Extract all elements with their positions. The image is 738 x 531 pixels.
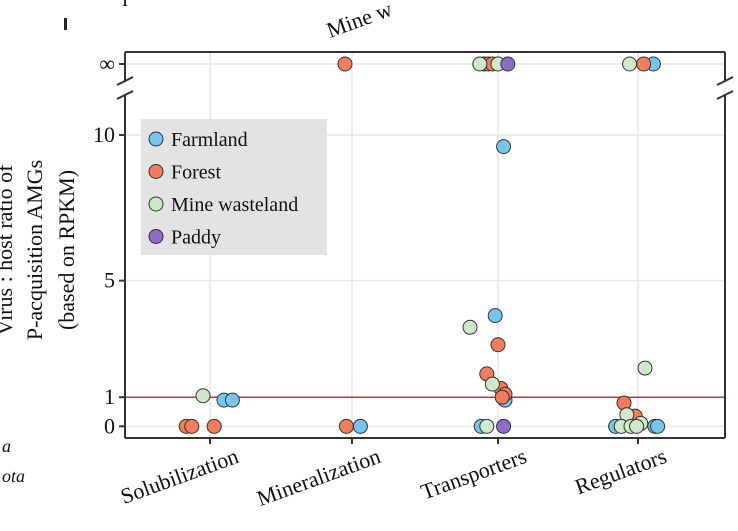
title-fragment-left: l [122,0,128,11]
x-tick-label-solubilization: Solubilization [117,443,242,509]
legend-key-farmland [148,131,164,147]
left-fragment-bottom: ota [2,466,25,486]
plot-frame [116,51,734,439]
axis-break-mark [716,90,734,100]
legend-background [141,119,327,255]
point-farmland [224,392,240,408]
point-forest [494,389,510,405]
clipped-mark [64,18,67,30]
point-farmland [496,139,512,155]
point-farmland [352,418,368,434]
y-axis-title-line-3: (based on RPKM) [54,170,79,330]
y-tick-label: 0 [104,413,115,438]
point-mine-wasteland [637,360,653,376]
legend-label: Forest [171,162,221,184]
y-tick-label: 1 [104,384,115,409]
point-forest [636,56,652,72]
data-points [178,56,666,434]
point-forest [490,337,506,353]
point-mine-wasteland [484,376,500,392]
x-tick-label-transporters: Transporters [417,443,529,504]
x-axis-ticks: Solubilization Mineralization Transporters… [117,438,670,511]
y-tick-label: 5 [104,268,115,293]
point-forest [337,56,353,72]
axis-break-mark [716,76,734,86]
point-forest [338,418,354,434]
legend-label: Farmland [171,129,248,151]
y-axis-ticks: 0 1 5 10 ∞ [93,51,125,438]
point-mine-wasteland [472,56,488,72]
legend-key-forest [148,164,164,179]
point-mine-wasteland [629,418,645,434]
x-tick-label-mineralization: Mineralization [253,443,383,511]
point-paddy [496,418,512,434]
y-tick-label-infinity: ∞ [99,51,115,76]
point-mine-wasteland [479,418,495,434]
legend-label: Mine wasteland [171,194,298,216]
point-mine-wasteland [462,319,478,335]
axis-break-mark [116,90,134,100]
title-fragment: Mine w [323,0,395,43]
x-tick-label-regulators: Regulators [572,443,670,499]
legend-label: Paddy [171,227,221,249]
legend-key-paddy [148,229,164,244]
point-farmland [650,418,666,434]
legend: Farmland Forest Mine wasteland Paddy [141,119,327,255]
left-fragment-top: a [2,436,11,456]
point-forest [184,418,200,434]
y-axis-title-line-2: P-acquisition AMGs [22,160,47,340]
point-paddy [500,56,516,72]
y-axis-title: Virus : host ratio of P-acquisition AMGs… [0,160,79,340]
point-mine-wasteland [195,388,211,404]
y-axis-title-line-1: Virus : host ratio of [0,164,17,336]
point-mine-wasteland [622,56,638,72]
point-farmland [487,308,503,324]
axis-break-mark [116,76,134,86]
point-forest [206,418,222,434]
y-tick-label: 10 [93,122,115,147]
legend-key-mine-wasteland [148,196,164,212]
